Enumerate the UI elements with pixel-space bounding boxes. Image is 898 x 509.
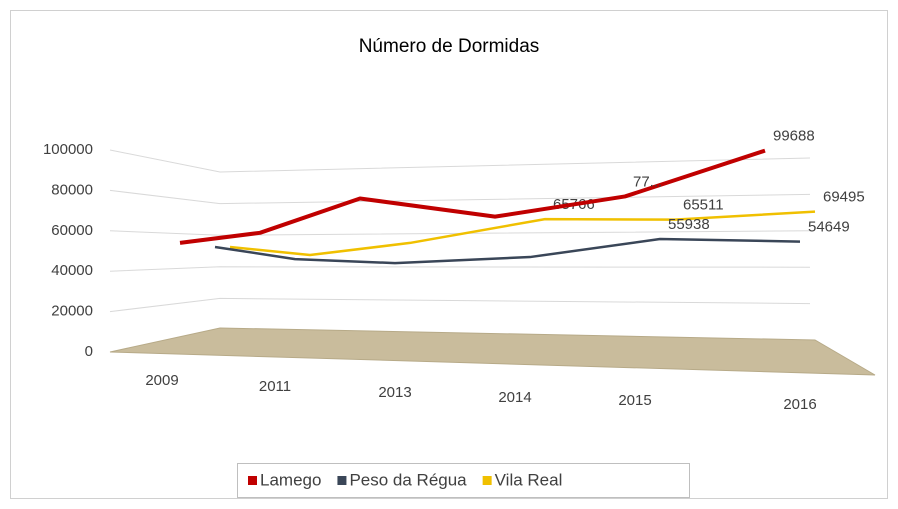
x-tick-label: 2016 — [783, 396, 816, 413]
y-tick-label: 60000 — [51, 222, 93, 239]
legend-frame — [237, 463, 690, 498]
data-label: 65511 — [683, 197, 724, 214]
legend-label: Vila Real — [495, 470, 563, 489]
data-label: 54649 — [808, 219, 850, 236]
x-tick-label: 2014 — [498, 389, 531, 406]
legend-swatch — [482, 476, 492, 485]
series-line — [214, 237, 801, 265]
data-label: 55938 — [668, 216, 710, 233]
series-line — [179, 148, 766, 245]
series-line — [229, 210, 816, 257]
data-label: 69495 — [823, 189, 865, 206]
legend-swatch — [337, 476, 347, 485]
data-label: 77... — [633, 173, 662, 190]
x-tick-label: 2015 — [618, 392, 651, 409]
y-tick-label: 0 — [85, 343, 93, 360]
data-label: 99688 — [773, 128, 815, 145]
x-tick-label: 2009 — [145, 372, 178, 389]
legend-label: Lamego — [260, 470, 321, 489]
x-tick-label: 2011 — [259, 378, 291, 395]
chart-frame — [10, 10, 888, 499]
grid-line — [109, 297, 811, 313]
legend-swatch — [248, 476, 257, 485]
floor — [109, 327, 876, 376]
grid-line — [109, 230, 811, 236]
grid-line — [109, 266, 811, 272]
y-tick-label: 80000 — [51, 181, 93, 198]
chart-title: Número de Dormidas — [359, 36, 540, 57]
y-tick-label: 100000 — [43, 141, 93, 158]
y-tick-label: 40000 — [51, 262, 93, 279]
legend-label: Peso da Régua — [349, 470, 467, 489]
grid-line — [109, 149, 811, 173]
y-tick-label: 20000 — [51, 303, 93, 320]
x-tick-label: 2013 — [378, 384, 411, 401]
